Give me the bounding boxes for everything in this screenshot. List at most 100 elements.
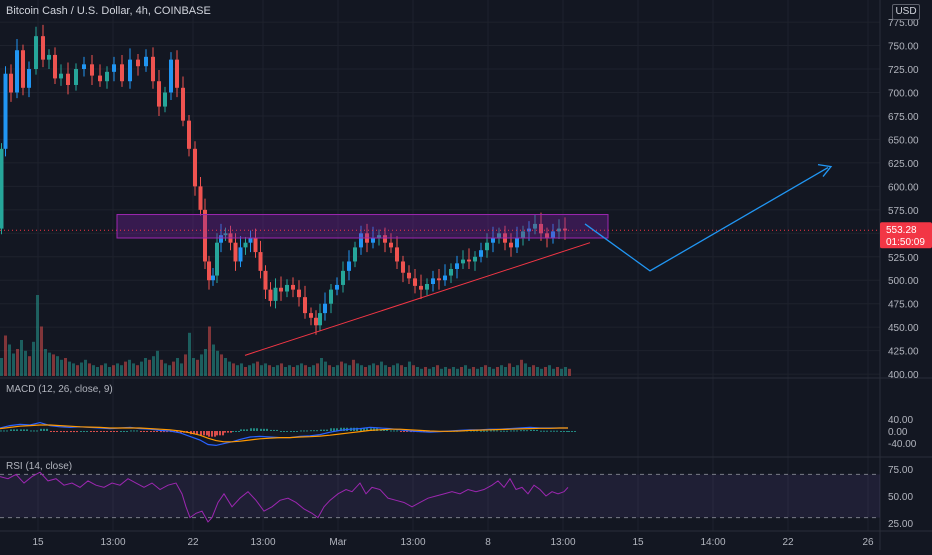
candle-body [425,284,429,290]
macd-histogram-bar [140,431,142,432]
rsi-line [0,471,569,523]
candle-body [74,69,78,85]
macd-histogram-bar [240,429,242,431]
candle-body [151,56,155,82]
macd-histogram-bar [86,431,88,432]
candle-body [509,242,513,248]
candle-body [207,261,211,281]
volume-bar [36,295,39,376]
volume-bar [556,367,559,376]
volume-bar [236,365,239,376]
macd-histogram-bar [340,427,342,431]
candle-body [533,223,537,229]
candle-body [53,54,57,79]
volume-bar [408,361,411,376]
macd-histogram-bar [483,430,485,432]
volume-bar [440,368,443,376]
time-tick-label: 26 [862,537,874,548]
macd-histogram-bar [120,431,122,432]
macd-histogram-bar [316,430,318,432]
candle-body [437,278,441,281]
macd-histogram-bar [286,431,288,432]
volume-bar [24,350,27,376]
symbol-title: Bitcoin Cash / U.S. Dollar, 4h, COINBASE [6,5,211,17]
volume-bar [208,326,211,376]
time-tick-label: 14:00 [700,537,725,548]
macd-histogram-bar [43,428,45,431]
volume-bar [84,359,87,376]
macd-histogram-bar [153,431,155,432]
candle-body [144,56,148,67]
candle-body [34,36,38,70]
candle-body [539,223,543,234]
macd-histogram-bar [306,430,308,432]
macd-histogram-bar [70,431,72,433]
candle-body [341,270,345,285]
candle-body [389,242,393,248]
candle-body [497,233,501,238]
macd-histogram-bar [333,428,335,431]
price-tick-label: 475.00 [888,300,919,311]
volume-bar [384,365,387,376]
macd-histogram-bar [393,430,395,432]
candle-body [263,270,268,290]
macd-histogram-bar [256,428,258,431]
price-tick-label: 600.00 [888,182,919,193]
volume-bar [300,363,303,376]
volume-bar [452,367,455,376]
price-tick-label: 750.00 [888,42,919,53]
macd-histogram-bar [516,430,518,432]
candle-body [157,81,161,107]
macd-histogram-bar [219,431,221,436]
support-trendline [244,242,591,356]
volume-bar [340,361,343,376]
volume-bar [416,367,419,376]
volume-bar [464,365,467,376]
macd-histogram-bar [323,429,325,431]
candle-body [90,64,94,76]
volume-bar [220,354,223,376]
volume-bar [156,350,159,376]
volume-bar [332,367,335,376]
macd-histogram-bar [476,430,478,432]
volume-bar [248,365,251,376]
volume-bar [180,363,183,376]
time-tick-label: 15 [632,537,644,548]
macd-histogram-bar [533,429,535,431]
macd-histogram-bar [196,431,198,435]
currency-button[interactable]: USD [892,4,920,20]
macd-histogram-bar [166,431,168,433]
volume-bar [536,367,539,376]
price-tick-label: 500.00 [888,276,919,287]
volume-bar [304,365,307,376]
volume-bar [100,365,103,376]
volume-bar [60,359,63,376]
volume-bar [252,363,255,376]
volume-bar [360,365,363,376]
macd-histogram-bar [230,431,232,433]
macd-histogram-bar [568,431,570,432]
macd-histogram-bar [330,428,332,431]
candle-body [467,259,471,262]
macd-histogram-bar [493,430,495,432]
macd-histogram-bar [176,431,178,433]
macd-histogram-bar [26,429,28,431]
volume-bar [176,358,179,376]
macd-histogram-bar [293,431,295,432]
candle-body [163,92,167,107]
macd-histogram-bar [216,431,218,436]
volume-bar [136,365,139,376]
macd-histogram-bar [400,431,402,432]
macd-histogram-bar [503,430,505,432]
time-tick-label: 22 [782,537,794,548]
macd-histogram-bar [113,431,115,432]
macd-histogram-bar [383,429,385,431]
macd-histogram-bar [235,431,237,432]
candle-body [383,235,387,243]
candle-body [128,59,132,82]
volume-bar [316,363,319,376]
price-tick-label: 650.00 [888,135,919,146]
macd-histogram-bar [232,431,234,432]
